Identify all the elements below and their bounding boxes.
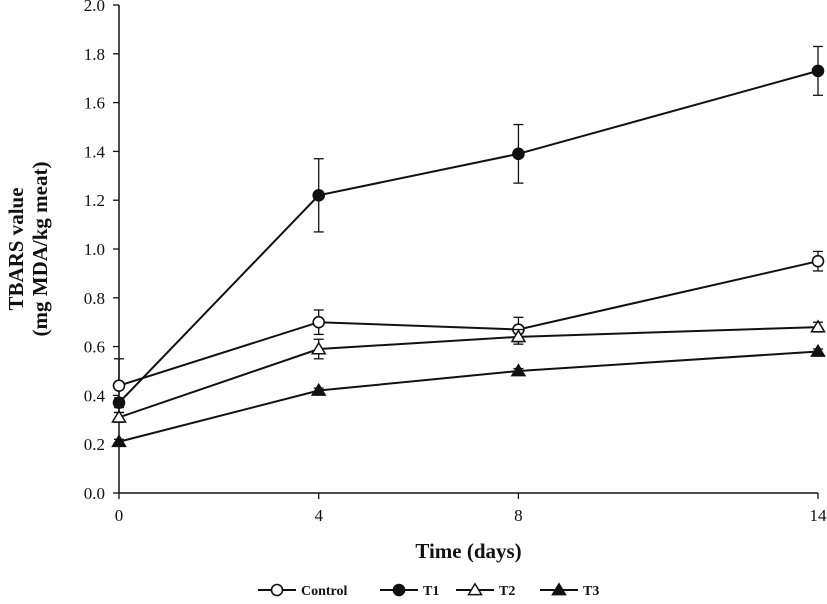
legend-item-t1: T1 — [380, 583, 439, 599]
data-point — [810, 343, 826, 357]
y-tick-label: 2.0 — [84, 0, 105, 15]
data-point — [112, 396, 126, 410]
series-layer — [111, 45, 826, 448]
data-point — [111, 409, 127, 423]
legend-label: T2 — [499, 584, 515, 599]
legend-item-t2: T2 — [456, 582, 515, 599]
y-tick-label: 1.0 — [84, 240, 105, 259]
x-axis-ticks: 0 4 8 14 — [115, 493, 827, 525]
data-point — [810, 319, 826, 333]
data-point — [310, 382, 327, 396]
legend-item-t3: T3 — [540, 582, 599, 599]
y-tick-label: 1.2 — [84, 191, 105, 210]
x-tick-label: 8 — [514, 506, 523, 525]
x-tick-label: 0 — [115, 506, 124, 525]
y-tick-label: 1.8 — [84, 45, 105, 64]
y-axis-title-line-2: (mg MDA/kg meat) — [28, 162, 52, 337]
series-t2 — [111, 319, 826, 423]
x-tick-label: 4 — [314, 506, 323, 525]
series-line — [118, 350, 819, 443]
y-tick-label: 0.4 — [84, 386, 106, 405]
series-t3 — [111, 343, 826, 448]
data-point — [112, 379, 126, 392]
y-tick-label: 0.8 — [84, 289, 105, 308]
axes — [118, 5, 818, 494]
legend-marker — [270, 583, 284, 597]
series-t1 — [112, 45, 825, 410]
legend-label: T1 — [423, 584, 439, 599]
y-tick-label: 0.6 — [84, 338, 105, 357]
y-axis-title: TBARS value (mg MDA/kg meat) — [4, 162, 52, 337]
series-line — [118, 260, 819, 387]
y-tick-label: 0.2 — [84, 435, 105, 454]
x-axis-title: Time (days) — [415, 539, 521, 563]
legend-marker — [467, 582, 483, 596]
y-tick-label: 1.4 — [84, 142, 106, 161]
x-tick-label: 14 — [810, 506, 827, 525]
y-tick-label: 0.0 — [84, 484, 105, 503]
legend: Control T1 T2 T3 — [258, 582, 599, 599]
series-line — [118, 326, 819, 419]
data-point — [512, 147, 525, 161]
series-control — [112, 250, 825, 414]
legend-label: Control — [301, 584, 348, 599]
legend-label: T3 — [583, 584, 599, 599]
data-point — [310, 341, 327, 355]
y-tick-label: 1.6 — [84, 94, 105, 113]
data-point — [510, 363, 527, 377]
y-axis-ticks: 0.0 0.2 0.4 0.6 0.8 1.0 1.2 1.4 1.6 1.8 2.0 — [84, 0, 119, 503]
legend-item-control: Control — [258, 583, 348, 599]
series-line — [118, 69, 819, 404]
data-point — [312, 189, 326, 202]
data-point — [811, 64, 825, 78]
data-point — [111, 434, 127, 448]
data-point — [811, 254, 825, 268]
y-axis-title-line-1: TBARS value — [4, 187, 28, 310]
data-point — [510, 329, 527, 343]
legend-marker — [392, 583, 406, 597]
data-point — [312, 315, 326, 329]
legend-marker — [551, 582, 567, 596]
